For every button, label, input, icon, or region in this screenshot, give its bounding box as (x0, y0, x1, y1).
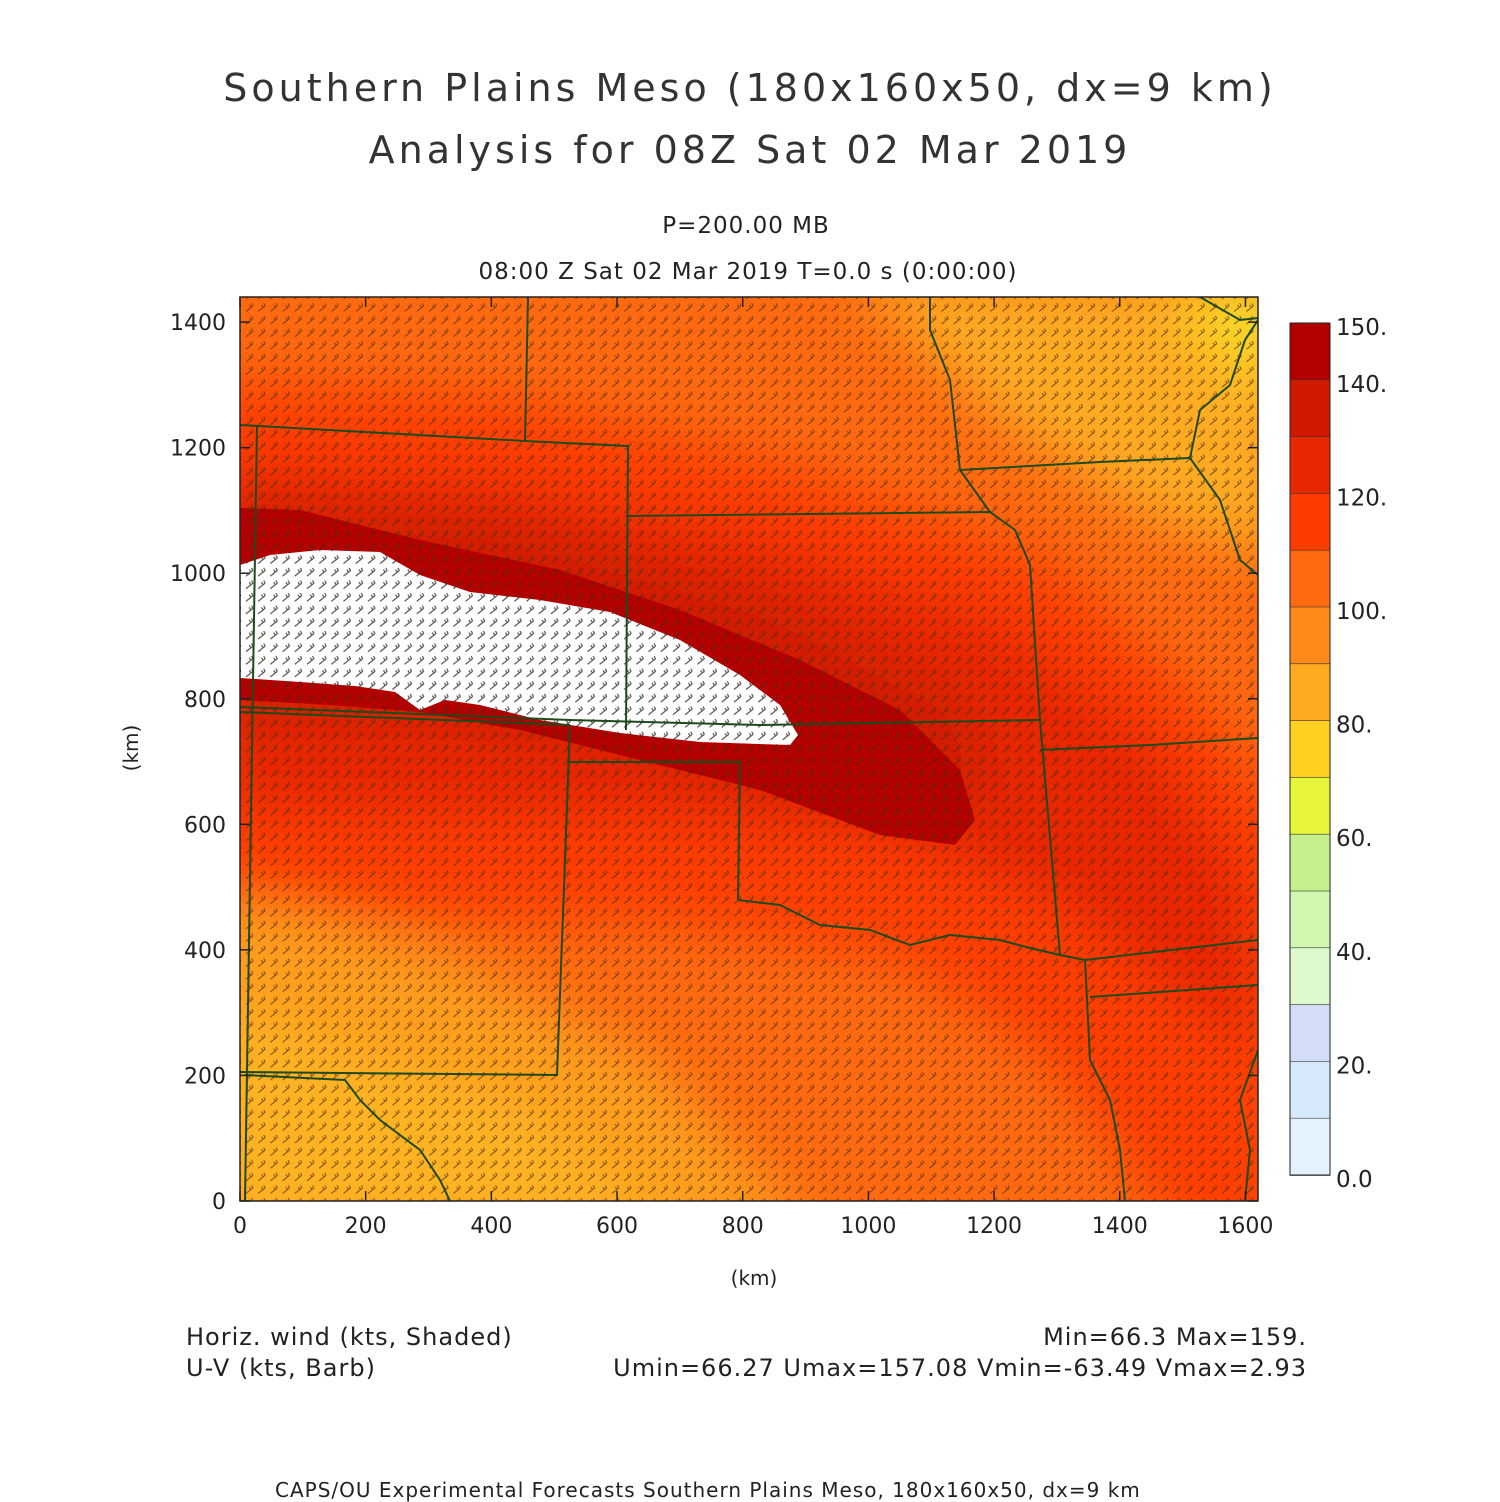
valid-time: 08:00 Z Sat 02 Mar 2019 T=0.0 s (0:00:00… (478, 259, 1018, 285)
y-axis: 0 200 400 600 800 1000 1200 1400 (170, 311, 1258, 1215)
y-tick-label: 400 (184, 939, 226, 964)
colorbar-bin (1289, 549, 1331, 608)
y-tick-label: 600 (184, 813, 226, 838)
map-title-line-2: Analysis for 08Z Sat 02 Mar 2019 (368, 128, 1132, 172)
colorbar-bin (1289, 1004, 1331, 1063)
colorbar: 150. 140. 120. 100. 80. 60. 40. 20. 0.0 (1289, 315, 1387, 1193)
state-boundaries (240, 297, 1258, 1201)
colorbar-label: 150. (1336, 315, 1387, 341)
legend-uv-range: Umin=66.27 Umax=157.08 Vmin=-63.49 Vmax=… (613, 1354, 1307, 1382)
colorbar-bin (1289, 663, 1331, 722)
colorbar-bin (1289, 890, 1331, 949)
x-tick-label: 200 (345, 1214, 387, 1239)
x-tick-label: 1200 (966, 1214, 1022, 1239)
legend-barb-field: U-V (kts, Barb) (186, 1354, 376, 1382)
x-tick-label: 1400 (1092, 1214, 1148, 1239)
x-tick-label: 1000 (840, 1214, 896, 1239)
footer-credit: CAPS/OU Experimental Forecasts Southern … (275, 1478, 1141, 1502)
colorbar-label: 120. (1336, 485, 1387, 511)
y-tick-label: 0 (212, 1190, 226, 1215)
x-tick-label: 1600 (1217, 1214, 1273, 1239)
colorbar-label: 20. (1336, 1053, 1373, 1079)
pressure-level: P=200.00 MB (662, 213, 830, 239)
y-tick-label: 800 (184, 688, 226, 713)
colorbar-bin (1289, 1117, 1331, 1176)
legend-min-max: Min=66.3 Max=159. (1043, 1323, 1307, 1351)
colorbar-bin (1289, 436, 1331, 495)
colorbar-label: 80. (1336, 713, 1373, 739)
x-tick-label: 800 (722, 1214, 764, 1239)
colorbar-label: 100. (1336, 599, 1387, 625)
colorbar-label: 140. (1336, 372, 1387, 398)
y-tick-label: 1400 (170, 311, 226, 336)
colorbar-bin (1289, 606, 1331, 665)
legend-shaded-field: Horiz. wind (kts, Shaded) (186, 1323, 513, 1351)
colorbar-bin (1289, 322, 1331, 381)
x-tick-label: 400 (470, 1214, 512, 1239)
colorbar-label: 60. (1336, 826, 1373, 852)
x-tick-label: 0 (233, 1214, 247, 1239)
colorbar-bin (1289, 720, 1331, 779)
colorbar-label: 40. (1336, 940, 1373, 966)
colorbar-bin (1289, 777, 1331, 836)
wind-speed-shading (240, 297, 1258, 1201)
map-title-line-1: Southern Plains Meso (180x160x50, dx=9 k… (223, 66, 1277, 110)
y-tick-label: 1000 (170, 562, 226, 587)
x-axis: 0 200 400 600 800 1000 1200 1400 1600 (233, 297, 1273, 1239)
colorbar-frame (1289, 322, 1331, 1176)
colorbar-bin (1289, 833, 1331, 892)
y-tick-label: 1200 (170, 437, 226, 462)
colorbar-bin (1289, 379, 1331, 438)
colorbar-bin (1289, 493, 1331, 551)
colorbar-bin (1289, 947, 1331, 1006)
colorbar-label: 0.0 (1336, 1167, 1373, 1193)
x-axis-label: (km) (731, 1266, 778, 1290)
colorbar-bin (1289, 1061, 1331, 1120)
plot-frame (239, 296, 1259, 1202)
x-tick-label: 600 (596, 1214, 638, 1239)
y-tick-label: 200 (184, 1064, 226, 1089)
y-axis-label: (km) (119, 725, 143, 772)
